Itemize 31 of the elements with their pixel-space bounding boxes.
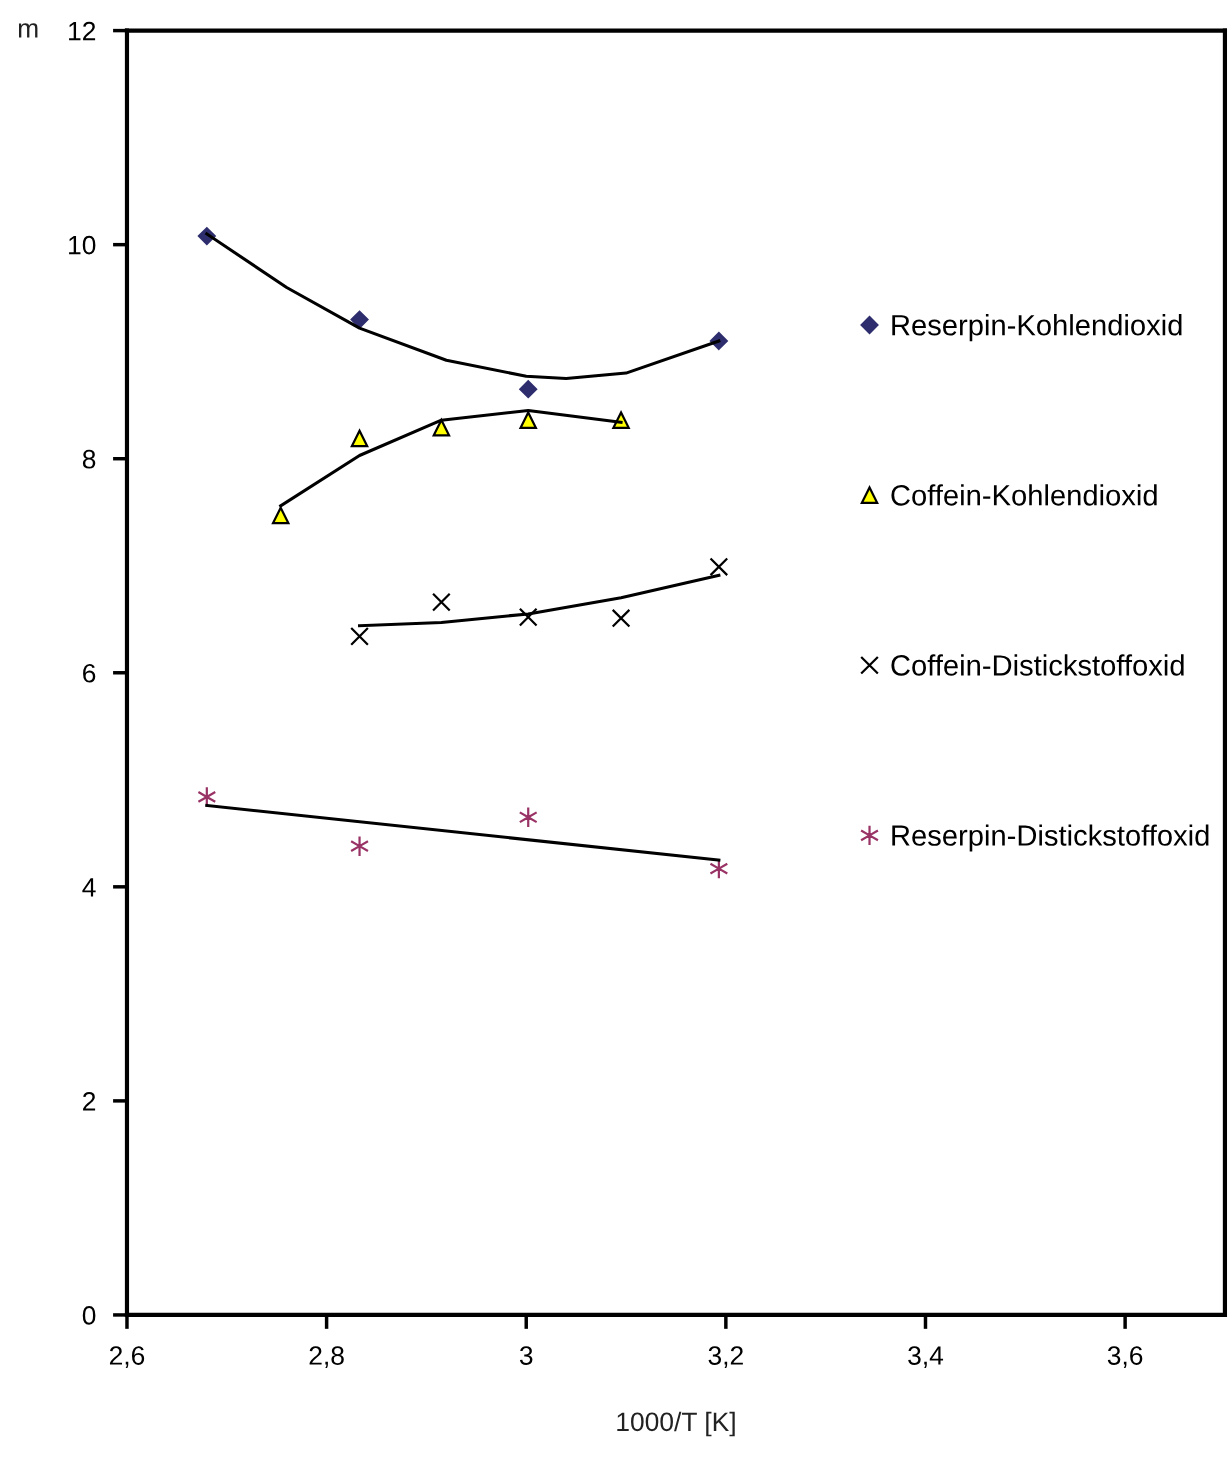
x-tick-label: 3,6 bbox=[1107, 1346, 1143, 1368]
point bbox=[432, 418, 451, 437]
y-axis-title: m bbox=[18, 23, 38, 38]
y-tick-label: 6 bbox=[83, 663, 96, 683]
y-tick-label: 12 bbox=[69, 21, 96, 41]
point bbox=[518, 607, 538, 627]
x-tick-label: 3,2 bbox=[708, 1346, 743, 1368]
point bbox=[350, 429, 369, 448]
point bbox=[431, 592, 451, 612]
point bbox=[271, 506, 290, 525]
x-tick-label: 2,6 bbox=[109, 1346, 145, 1368]
x-axis-title: 1000/T [K] bbox=[617, 1411, 735, 1437]
y-tick-label: 0 bbox=[82, 1306, 96, 1325]
point bbox=[611, 608, 631, 628]
legend-label: Coffein-Kohlendioxid bbox=[891, 484, 1157, 506]
legend-label: Reserpin-Kohlendioxid bbox=[892, 314, 1182, 342]
y-tick-label: 2 bbox=[83, 1092, 96, 1111]
x-tick-label: 3,4 bbox=[908, 1346, 944, 1368]
y-tick-label: 8 bbox=[82, 449, 96, 469]
x-tick-label: 3 bbox=[519, 1346, 533, 1365]
point bbox=[519, 411, 537, 429]
legend-label: Reserpin-Distickstoffoxid bbox=[892, 824, 1209, 852]
point bbox=[350, 626, 369, 646]
point bbox=[709, 557, 729, 577]
y-tick-label: 4 bbox=[82, 878, 96, 897]
point bbox=[350, 310, 369, 329]
point bbox=[519, 380, 538, 399]
x-tick-label: 2,8 bbox=[309, 1346, 344, 1368]
point bbox=[350, 835, 370, 857]
legend-label: Coffein-Distickstoffoxid bbox=[891, 654, 1184, 676]
y-tick-label: 10 bbox=[69, 235, 96, 255]
